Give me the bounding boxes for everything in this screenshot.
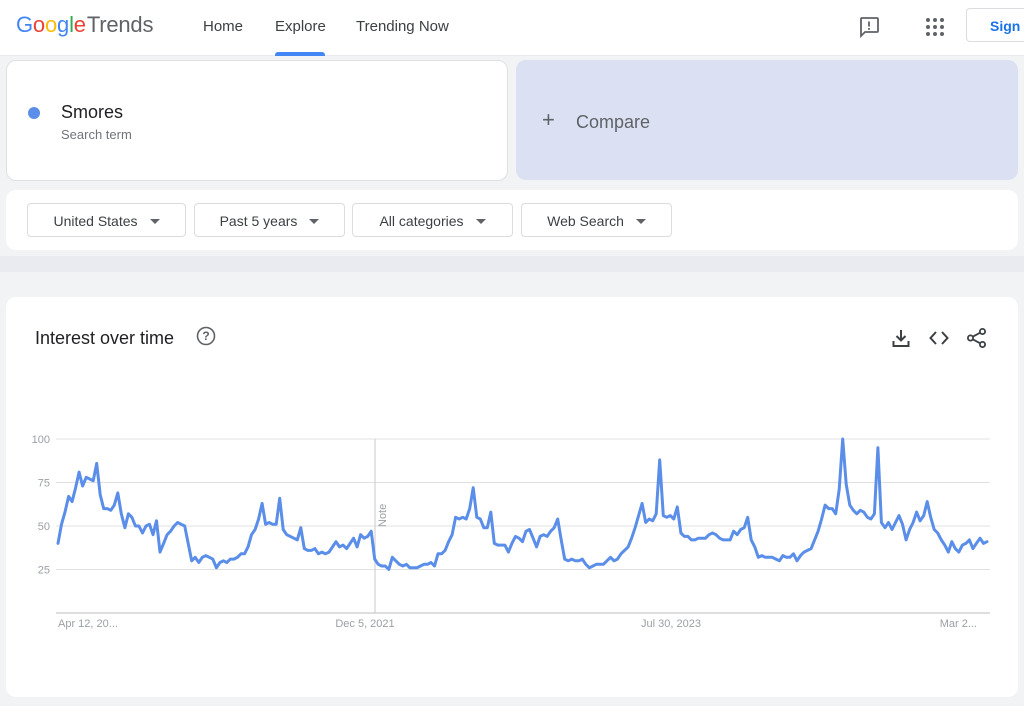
search-term-card[interactable]: Smores Search term	[6, 60, 508, 181]
search-term-name[interactable]: Smores	[61, 102, 124, 122]
series-color-dot	[28, 107, 40, 119]
dropdown-caret-icon	[475, 218, 486, 224]
help-icon[interactable]: ?	[196, 326, 216, 346]
google-trends-logo[interactable]: GoogleTrends	[16, 12, 154, 37]
y-tick-label: 75	[38, 478, 50, 490]
note-label: Note	[377, 504, 389, 527]
feedback-icon[interactable]	[857, 15, 881, 39]
x-tick-label: Jul 30, 2023	[641, 618, 701, 630]
share-icon[interactable]	[966, 327, 988, 349]
series-line	[56, 437, 989, 571]
line-chart: 100 75 50 25 Note Apr 12, 20... Dec 5, 2021 Jul…	[32, 434, 990, 630]
interest-over-time-card: Interest over time ? 100 75 50 25 Note Apr 12…	[6, 297, 1018, 697]
section-divider	[0, 256, 1024, 272]
y-tick-label: 50	[38, 521, 50, 533]
region-filter[interactable]: United States	[27, 203, 186, 237]
category-filter[interactable]: All categories	[352, 203, 513, 237]
time-range-filter[interactable]: Past 5 years	[194, 203, 345, 237]
download-icon[interactable]	[890, 327, 912, 349]
nav-home[interactable]: Home	[203, 18, 244, 35]
plus-icon: +	[542, 107, 555, 132]
compare-button[interactable]: + Compare	[516, 60, 1018, 180]
search-term-sublabel: Search term	[61, 127, 132, 142]
dropdown-caret-icon	[309, 218, 320, 224]
apps-grid-icon[interactable]	[923, 15, 947, 39]
search-type-filter[interactable]: Web Search	[521, 203, 672, 237]
x-tick-label: Dec 5, 2021	[335, 618, 394, 630]
y-tick-label: 25	[38, 565, 50, 577]
active-tab-indicator	[275, 52, 325, 56]
y-tick-label: 100	[32, 434, 50, 446]
filter-bar: United States Past 5 years All categorie…	[6, 190, 1018, 250]
nav-trending-now[interactable]: Trending Now	[356, 18, 449, 35]
nav-explore[interactable]: Explore	[275, 18, 326, 35]
chart-title: Interest over time	[35, 328, 175, 348]
dropdown-caret-icon	[635, 218, 646, 224]
svg-text:?: ?	[202, 329, 209, 343]
embed-code-icon[interactable]	[928, 327, 950, 349]
x-tick-label: Mar 2...	[940, 618, 977, 630]
x-tick-label: Apr 12, 20...	[58, 618, 118, 630]
dropdown-caret-icon	[149, 218, 160, 224]
compare-label: Compare	[576, 112, 651, 132]
top-bar: GoogleTrends Home Explore Trending Now S…	[0, 0, 1024, 56]
sign-in-button[interactable]: Sign i	[966, 8, 1024, 42]
